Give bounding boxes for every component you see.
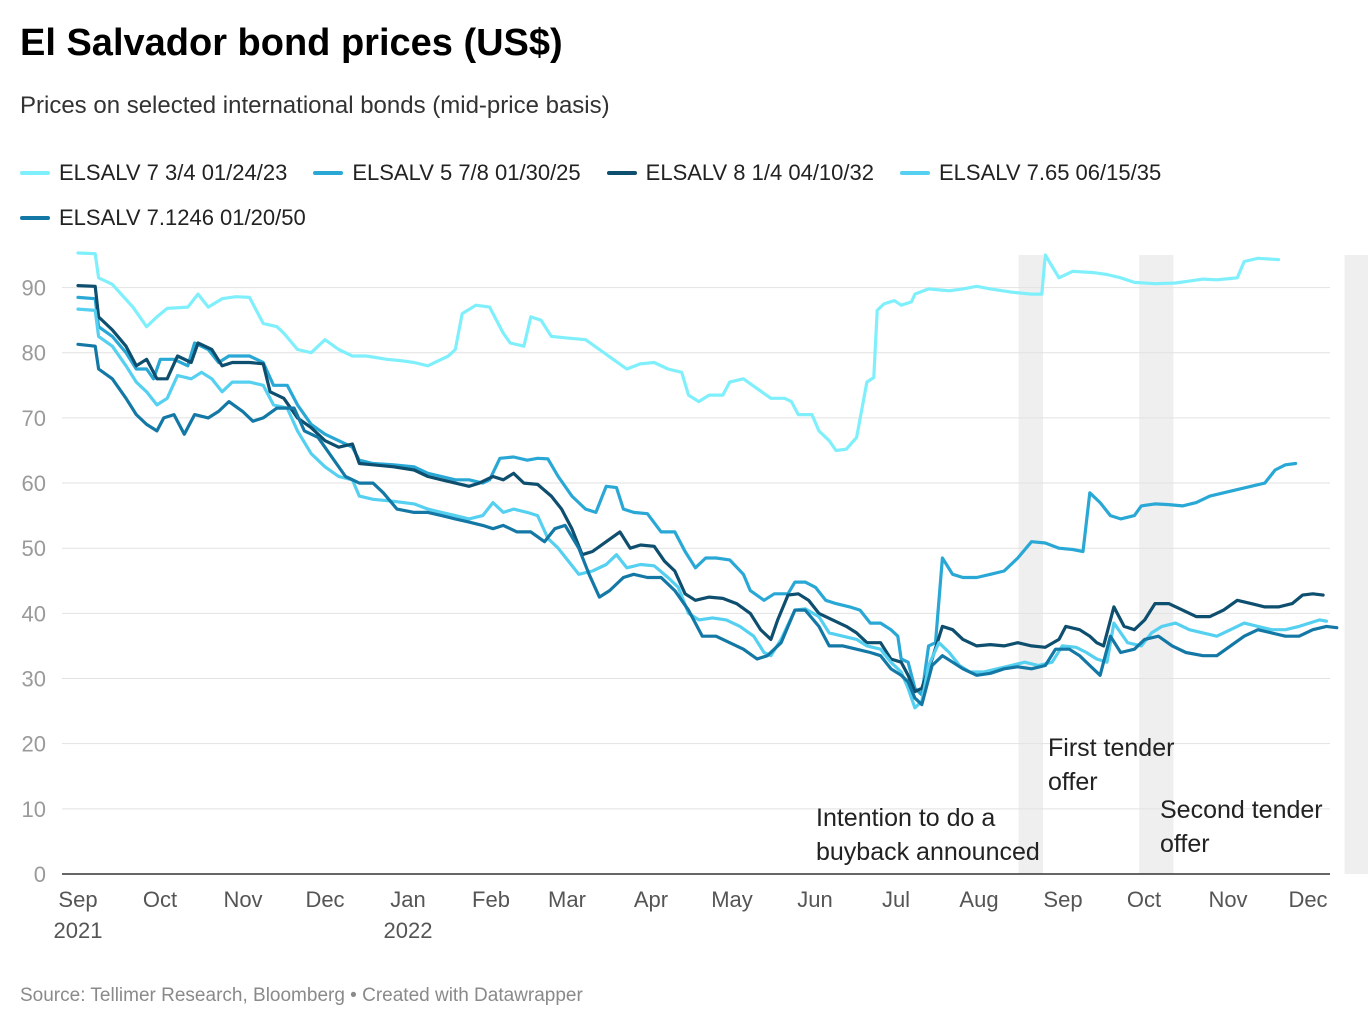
series-line [76,251,1281,453]
shaded-period [1139,255,1174,874]
legend-item: ELSALV 7.1246 01/20/50 [20,195,306,240]
x-tick-label: Nov [1208,887,1247,912]
x-tick-label: Sep [1043,887,1082,912]
y-tick-label: 60 [22,471,46,496]
legend: ELSALV 7 3/4 01/24/23 ELSALV 5 7/8 01/30/… [20,150,1350,240]
x-tick-label: Apr [634,887,668,912]
legend-swatch [899,170,930,175]
x-tick-label: Dec [305,887,344,912]
y-tick-label: 20 [22,732,46,757]
x-tick-label: Dec [1288,887,1327,912]
legend-item: ELSALV 5 7/8 01/30/25 [313,150,581,195]
annotation-text: offer [1048,768,1098,796]
x-tick-label: Nov [223,887,262,912]
shaded-periods [1018,255,1368,874]
shaded-period [1018,255,1043,874]
annotation-text: Second tender [1160,796,1323,824]
legend-label: ELSALV 7 3/4 01/24/23 [59,159,288,185]
x-tick-label: Oct [1127,887,1161,912]
annotation-text: First tender [1048,734,1174,762]
y-tick-label: 10 [22,797,46,822]
x-tick-label: Jan [390,887,425,912]
chart-title: El Salvador bond prices (US$) [20,22,563,64]
legend-label: ELSALV 7.65 06/15/35 [938,159,1162,185]
series-line [76,284,1325,694]
x-tick-label: Aug [959,887,998,912]
y-tick-label: 80 [22,341,46,366]
legend-label: ELSALV 8 1/4 04/10/32 [645,159,874,185]
x-tick-label: Feb [472,887,510,912]
y-tick-label: 0 [34,862,46,887]
annotation-text: offer [1160,830,1210,858]
y-tick-label: 40 [22,601,46,626]
annotations: Intention to do a buyback announced First … [816,734,1323,866]
x-tick-label: Jun [797,887,832,912]
shaded-period [1344,255,1368,874]
annotation-text: Intention to do a [816,804,995,832]
legend-swatch [313,170,344,175]
x-tick-sublabel: 2022 [384,918,433,943]
series-line [76,342,1339,707]
gridlines: 0 10 20 30 40 50 60 70 80 90 [22,276,1330,887]
legend-item: ELSALV 7 3/4 01/24/23 [20,150,287,195]
y-tick-label: 70 [22,406,46,431]
x-tick-label: Jul [882,887,910,912]
x-tick-label: May [711,887,753,912]
legend-swatch [606,170,637,175]
legend-swatch [20,170,50,175]
legend-item: ELSALV 8 1/4 04/10/32 [606,150,874,195]
series-lines [76,251,1339,710]
annotation-text: buyback announced [816,838,1040,866]
y-tick-label: 90 [22,276,46,301]
source-footer: Source: Tellimer Research, Bloomberg • C… [20,985,583,1006]
x-axis: Sep 2021 Oct Nov Dec Jan 2022 Feb Mar Apr May Jun Ju… [54,873,1330,943]
series-line [76,295,1298,697]
y-tick-label: 30 [22,667,46,692]
y-tick-label: 50 [22,536,46,561]
legend-item: ELSALV 7.65 06/15/35 [899,150,1162,195]
x-tick-label: Sep [58,887,97,912]
x-tick-sublabel: 2021 [54,918,103,943]
legend-label: ELSALV 5 7/8 01/30/25 [352,159,581,185]
x-tick-label: Oct [143,887,177,912]
chart-subtitle: Prices on selected international bonds (… [20,92,610,119]
legend-label: ELSALV 7.1246 01/20/50 [59,204,306,230]
legend-swatch [20,215,50,220]
x-tick-label: Mar [548,887,586,912]
